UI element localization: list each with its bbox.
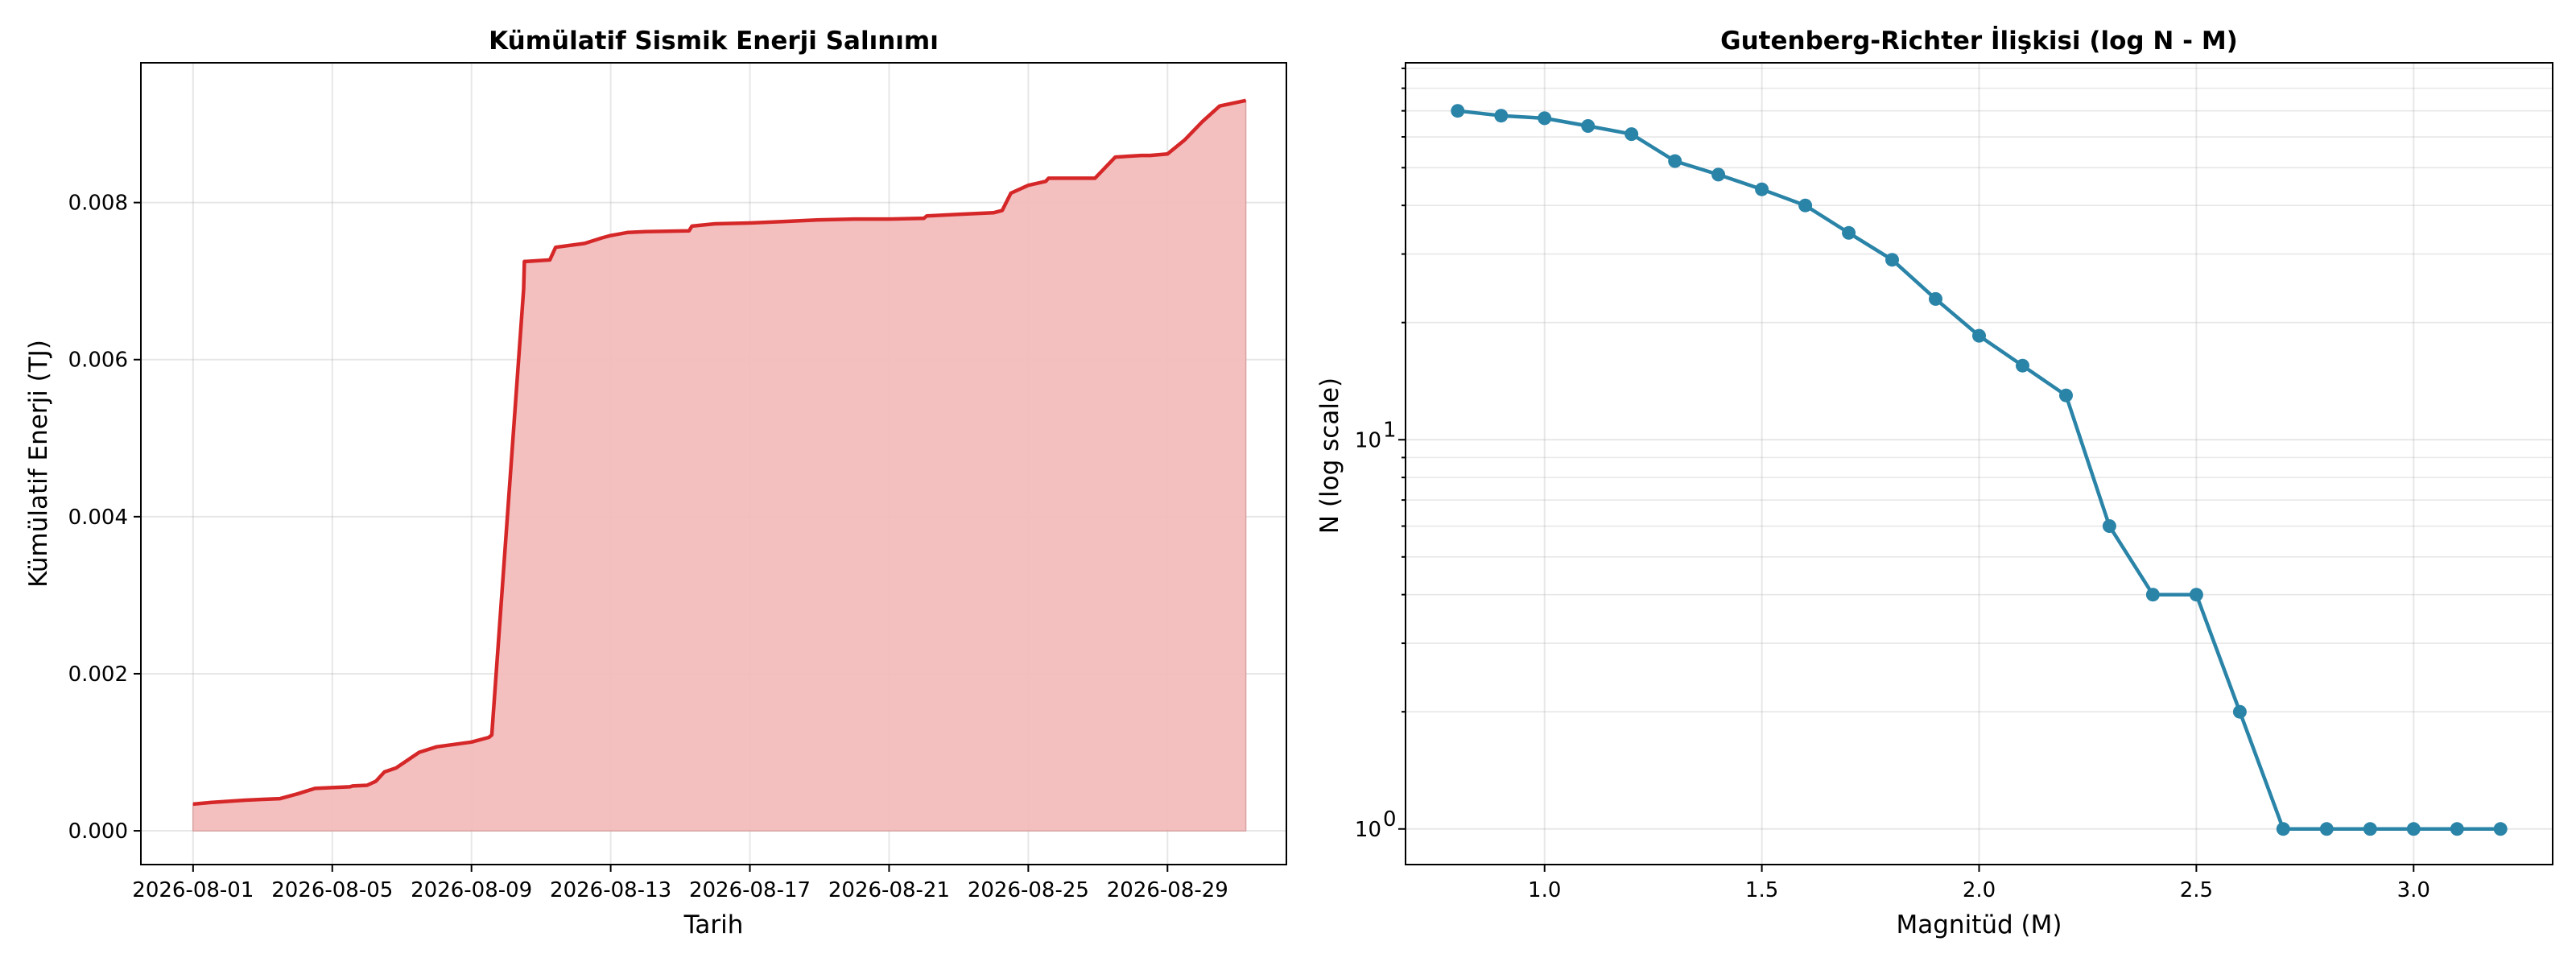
x-tick-label: 2026-08-21 (828, 878, 950, 902)
gutenberg-richter-point (1798, 198, 1813, 213)
gutenberg-richter-point (1668, 154, 1682, 168)
y-tick-label: 0.008 (68, 192, 128, 216)
gutenberg-richter-point (2059, 388, 2073, 402)
gutenberg-richter-point (2232, 704, 2247, 719)
x-tick-label: 3.0 (2397, 878, 2430, 902)
gutenberg-richter-x-axis-label: Magnitüd (M) (1897, 910, 2062, 939)
gutenberg-richter-point (1494, 109, 1509, 123)
x-tick-label: 2026-08-13 (550, 878, 671, 902)
gutenberg-richter-point (1929, 291, 1942, 306)
gutenberg-richter-title: Gutenberg-Richter İlişkisi (log N - M) (1720, 27, 2238, 56)
cumulative-energy-title: Kümülatif Sismik Enerji Salınımı (489, 27, 939, 56)
cumulative-energy-x-axis-label: Tarih (683, 910, 744, 939)
y-tick-label: 10 (1355, 428, 1381, 452)
x-tick-label: 2026-08-05 (271, 878, 393, 902)
gutenberg-richter-point (1711, 167, 1726, 182)
cumulative-energy-y-axis-label: Kümülatif Enerji (TJ) (24, 340, 53, 588)
y-tick-label: 0.004 (68, 506, 128, 530)
gutenberg-richter-point (2363, 822, 2377, 836)
y-tick-label: 0.006 (68, 349, 128, 373)
gutenberg-richter-point (1581, 119, 1596, 133)
gutenberg-richter-point (2406, 822, 2421, 836)
gutenberg-richter-point (1885, 253, 1899, 267)
gutenberg-richter-point (2450, 822, 2464, 836)
gutenberg-richter-point (1538, 111, 1552, 126)
gutenberg-richter-y-axis-label: N (log scale) (1315, 378, 1344, 534)
y-tick-exponent: 1 (1383, 418, 1397, 442)
gutenberg-richter-point (2016, 358, 2029, 373)
gutenberg-richter-point (1624, 127, 1639, 142)
cumulative-energy-line (192, 98, 1247, 807)
gutenberg-richter-point (2276, 822, 2290, 836)
gutenberg-richter-point (2493, 822, 2508, 836)
x-tick-label: 2026-08-25 (968, 878, 1089, 902)
x-tick-label: 2026-08-17 (689, 878, 811, 902)
x-tick-label: 2.5 (2180, 878, 2213, 902)
y-tick-label: 0.002 (68, 663, 128, 687)
x-tick-label: 1.5 (1745, 878, 1778, 902)
cumulative-energy-plot-area (192, 98, 1247, 832)
gutenberg-richter-point (1972, 328, 1986, 343)
y-tick-label: 10 (1355, 818, 1381, 842)
x-tick-label: 1.0 (1528, 878, 1561, 902)
cumulative-energy-ticks: 2026-08-01 2026-08-05 2026-08-09 2026-08-13… (68, 192, 1228, 902)
y-tick-label: 0.000 (68, 819, 128, 844)
cumulative-energy-axes-frame (140, 62, 1287, 865)
gutenberg-richter-point (2145, 588, 2160, 602)
gutenberg-richter-point (2189, 588, 2203, 602)
gutenberg-richter-point (1842, 225, 1856, 240)
gutenberg-richter-point (2102, 519, 2116, 533)
x-tick-label: 2026-08-29 (1107, 878, 1228, 902)
x-tick-label: 2.0 (1963, 878, 1996, 902)
x-tick-label: 2026-08-09 (411, 878, 532, 902)
gutenberg-richter-plot-area (1451, 104, 2508, 836)
x-tick-label: 2026-08-01 (132, 878, 254, 902)
gutenberg-richter-point (2319, 822, 2334, 836)
gutenberg-richter-point (1451, 104, 1465, 118)
cumulative-energy-chart: 2026-08-01 2026-08-05 2026-08-09 2026-08-13… (24, 27, 1287, 939)
y-tick-exponent: 0 (1383, 807, 1397, 832)
gutenberg-richter-point (1755, 182, 1769, 196)
